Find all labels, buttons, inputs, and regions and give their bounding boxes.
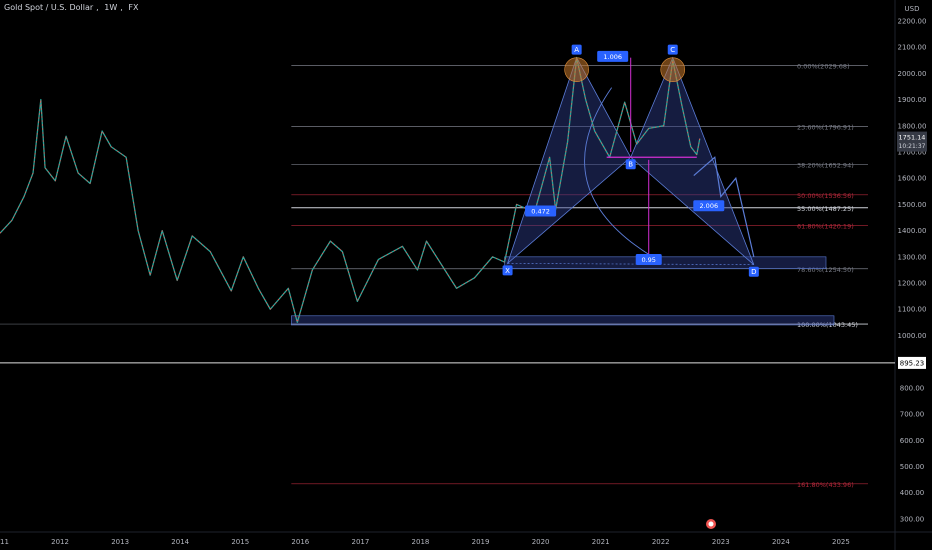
x-tick-label: 2025 — [832, 538, 850, 546]
y-tick-label: 2200.00 — [898, 17, 927, 25]
peak-highlight-circle — [564, 57, 589, 82]
fib-level-label: 50.00%(1536.56) — [797, 192, 854, 200]
x-tick-label: 2012 — [51, 538, 69, 546]
x-tick-label: 2024 — [772, 538, 790, 546]
y-tick-label: 1000.00 — [898, 332, 927, 340]
y-tick-label: 1600.00 — [898, 175, 927, 183]
ratio-label-box — [693, 200, 725, 212]
event-flag-icon-center — [708, 521, 714, 527]
y-tick-label: 2100.00 — [898, 44, 927, 52]
y-tick-label: 1100.00 — [898, 306, 927, 314]
support-zone — [291, 315, 835, 326]
y-tick-label: 700.00 — [900, 411, 925, 419]
pattern-xab-triangle — [506, 56, 632, 265]
currency-label: USD — [905, 5, 920, 13]
fib-level-label: 61.80%(1420.19) — [797, 222, 854, 230]
pattern-point-marker — [502, 265, 513, 276]
pattern-target-zone — [504, 256, 827, 269]
ratio-label-box — [525, 205, 557, 217]
y-tick-label: 1800.00 — [898, 122, 927, 130]
x-tick-label: 2022 — [652, 538, 670, 546]
fib-level-label: 23.60%(1796.91) — [797, 124, 854, 132]
y-tick-label: 1500.00 — [898, 201, 927, 209]
last-price-value: 1751.14 — [899, 134, 926, 142]
chart-title: Gold Spot / U.S. Dollar, 1W, FX — [4, 3, 139, 12]
x-tick-label: 2011 — [0, 538, 9, 546]
pattern-point-marker — [748, 266, 759, 277]
y-tick-label: 1700.00 — [898, 149, 927, 157]
projection-arrow — [693, 156, 755, 257]
x-tick-label: 2017 — [351, 538, 369, 546]
pattern-point-marker — [667, 44, 678, 55]
interval-label: 1W — [104, 3, 118, 12]
x-tick-label: 2016 — [291, 538, 309, 546]
y-tick-label: 800.00 — [900, 384, 925, 392]
ratio-label-box — [635, 253, 662, 265]
last-price-tag — [897, 131, 927, 152]
ratio-label: 1.006 — [603, 53, 622, 61]
fib-level-label: 55.00%(1487.25) — [797, 205, 854, 213]
fib-level-label: 161.80%(433.96) — [797, 481, 854, 489]
pattern-point-label: B — [628, 161, 633, 169]
y-tick-label: 1400.00 — [898, 227, 927, 235]
ratio-label: 2.006 — [699, 202, 718, 210]
x-tick-label: 2013 — [111, 538, 129, 546]
x-tick-label: 2018 — [412, 538, 430, 546]
x-tick-label: 2020 — [532, 538, 550, 546]
y-tick-label: 2000.00 — [898, 70, 927, 78]
y-tick-label: 600.00 — [900, 437, 925, 445]
ratio-label-box — [597, 50, 629, 62]
x-tick-label: 2021 — [592, 538, 610, 546]
y-tick-label: 500.00 — [900, 463, 925, 471]
exchange-label: FX — [128, 3, 139, 12]
ratio-label: 0.95 — [641, 256, 655, 264]
pattern-point-marker — [571, 44, 582, 55]
y-tick-label: 1200.00 — [898, 280, 927, 288]
horizontal-line-tag — [898, 356, 926, 369]
symbol-label: Gold Spot / U.S. Dollar — [4, 3, 94, 12]
x-tick-label: 2014 — [171, 538, 189, 546]
y-tick-label: 1900.00 — [898, 96, 927, 104]
pattern-point-label: X — [505, 267, 510, 275]
x-tick-label: 2019 — [472, 538, 490, 546]
fib-level-label: 78.60%(1254.50) — [797, 266, 854, 274]
y-tick-label: 300.00 — [900, 515, 925, 523]
x-tick-label: 2015 — [231, 538, 249, 546]
fib-level-label: 0.00%(2029.68) — [797, 63, 850, 71]
pattern-arc — [584, 87, 653, 258]
pattern-bcd-triangle — [630, 56, 755, 265]
pattern-point-label: C — [670, 46, 675, 54]
countdown-value: 10:21:37 — [899, 143, 926, 150]
pattern-point-marker — [625, 159, 636, 170]
pattern-xd-line — [507, 263, 754, 266]
peak-highlight-circle — [660, 57, 686, 82]
pattern-point-label: D — [751, 268, 756, 276]
fib-level-label: 38.20%(1652.94) — [797, 161, 854, 169]
y-tick-label: 400.00 — [900, 489, 925, 497]
y-tick-label: 1300.00 — [898, 253, 927, 261]
pattern-point-label: A — [574, 46, 579, 54]
x-tick-label: 2023 — [712, 538, 730, 546]
ratio-label: 0.472 — [531, 207, 550, 215]
horizontal-line-value: 895.23 — [900, 359, 925, 367]
